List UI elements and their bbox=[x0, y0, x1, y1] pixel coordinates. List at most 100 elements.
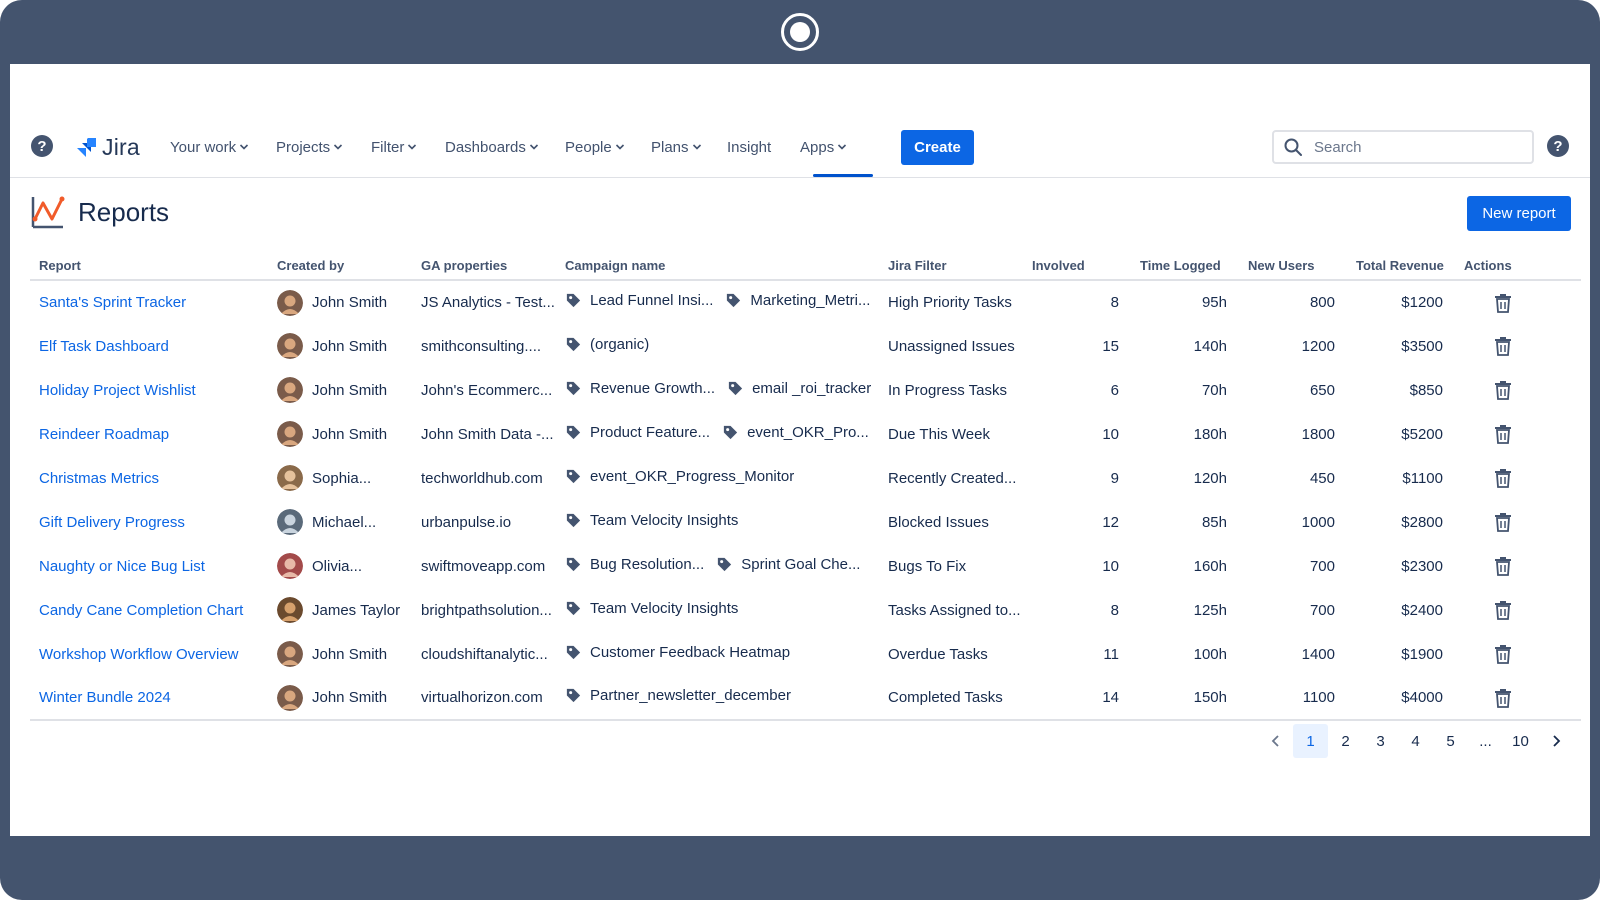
nav-item-5[interactable]: Plans bbox=[651, 136, 702, 158]
chevron-down-icon bbox=[240, 144, 249, 150]
nav-item-6[interactable]: Insight bbox=[727, 136, 771, 158]
report-link[interactable]: Workshop Workflow Overview bbox=[39, 645, 239, 663]
report-link[interactable]: Reindeer Roadmap bbox=[39, 425, 170, 443]
table-row[interactable]: Candy Cane Completion Chart James Taylor b… bbox=[30, 588, 1581, 632]
nav-item-1[interactable]: Projects bbox=[276, 136, 343, 158]
new-users-cell: 1400 bbox=[1301, 645, 1335, 663]
ga-property-cell: virtualhorizon.com bbox=[412, 676, 556, 721]
new-users-cell: 700 bbox=[1309, 557, 1335, 575]
header-involved[interactable]: Involved bbox=[1023, 256, 1131, 281]
trash-icon bbox=[1495, 381, 1511, 400]
report-link[interactable]: Elf Task Dashboard bbox=[39, 337, 169, 355]
total-revenue-cell: $5200 bbox=[1401, 425, 1443, 443]
campaign-tag[interactable]: Product Feature... bbox=[565, 424, 710, 441]
page-number-button[interactable]: 3 bbox=[1376, 732, 1385, 750]
header-created-by[interactable]: Created by bbox=[268, 256, 412, 281]
page-number-button[interactable]: 10 bbox=[1512, 732, 1529, 750]
creator-cell: James Taylor bbox=[268, 588, 412, 632]
delete-report-button[interactable] bbox=[1464, 556, 1581, 576]
time-logged-cell: 100h bbox=[1193, 645, 1227, 663]
delete-report-button[interactable] bbox=[1464, 424, 1581, 444]
header-campaign-name[interactable]: Campaign name bbox=[556, 256, 879, 281]
table-row[interactable]: Naughty or Nice Bug List Olivia... swiftmo… bbox=[30, 544, 1581, 588]
campaign-tag[interactable]: event_OKR_Pro... bbox=[722, 424, 869, 441]
new-report-button[interactable]: New report bbox=[1467, 196, 1571, 231]
previous-page-button[interactable] bbox=[1258, 724, 1293, 758]
nav-item-label: People bbox=[565, 138, 612, 156]
new-users-cell: 1100 bbox=[1239, 676, 1347, 721]
report-link[interactable]: Winter Bundle 2024 bbox=[39, 689, 171, 706]
campaign-tag[interactable]: Revenue Growth... bbox=[565, 380, 715, 397]
avatar bbox=[277, 597, 303, 623]
delete-report-button[interactable] bbox=[1464, 644, 1581, 664]
report-link[interactable]: Candy Cane Completion Chart bbox=[39, 601, 244, 619]
total-revenue-cell: $2800 bbox=[1401, 513, 1443, 531]
campaign-tag[interactable]: email _roi_tracker bbox=[727, 380, 871, 397]
delete-report-button[interactable] bbox=[1464, 336, 1581, 356]
report-link[interactable]: Christmas Metrics bbox=[39, 469, 160, 487]
header-report[interactable]: Report bbox=[30, 256, 268, 281]
nav-item-0[interactable]: Your work bbox=[170, 136, 249, 158]
campaign-name: Lead Funnel Insi... bbox=[590, 292, 714, 309]
report-link[interactable]: Santa's Sprint Tracker bbox=[39, 294, 187, 311]
page-number-button[interactable]: 2 bbox=[1341, 732, 1350, 750]
creator-cell: John Smith bbox=[268, 412, 412, 456]
header-total-revenue[interactable]: Total Revenue bbox=[1347, 256, 1455, 281]
table-row[interactable]: Christmas Metrics Sophia... techworldhub.c… bbox=[30, 456, 1581, 500]
jira-logo[interactable]: Jira bbox=[76, 134, 140, 160]
table-row[interactable]: Workshop Workflow Overview John Smith clou… bbox=[30, 632, 1581, 676]
help-icon[interactable]: ? bbox=[1546, 134, 1570, 158]
campaign-name: event_OKR_Progress_Monitor bbox=[590, 467, 795, 485]
delete-report-button[interactable] bbox=[1464, 468, 1581, 488]
campaign-tag[interactable]: Customer Feedback Heatmap bbox=[565, 644, 790, 661]
search-input[interactable] bbox=[1314, 138, 1514, 156]
tag-icon bbox=[566, 337, 581, 351]
page-number-button[interactable]: 1 bbox=[1293, 724, 1328, 758]
nav-item-3[interactable]: Dashboards bbox=[445, 136, 539, 158]
create-button[interactable]: Create bbox=[901, 130, 974, 165]
table-row[interactable]: Elf Task Dashboard John Smith smithconsult… bbox=[30, 324, 1581, 368]
campaign-tag[interactable]: Partner_newsletter_december bbox=[565, 687, 791, 704]
help-icon[interactable]: ? bbox=[30, 134, 54, 158]
nav-item-4[interactable]: People bbox=[565, 136, 625, 158]
nav-item-label: Insight bbox=[727, 138, 772, 156]
delete-report-button[interactable] bbox=[1464, 293, 1581, 313]
table-row[interactable]: Santa's Sprint Tracker John Smith JS Analy… bbox=[30, 280, 1581, 324]
campaign-tag[interactable]: (organic) bbox=[565, 336, 649, 353]
delete-report-button[interactable] bbox=[1464, 688, 1581, 708]
actions-cell bbox=[1455, 588, 1581, 632]
creator-cell: John Smith bbox=[268, 368, 412, 412]
campaign-tag[interactable]: Lead Funnel Insi... bbox=[565, 292, 713, 309]
new-users-cell: 450 bbox=[1309, 469, 1335, 487]
campaign-tag[interactable]: event_OKR_Progress_Monitor bbox=[565, 468, 794, 485]
header-new-users[interactable]: New Users bbox=[1239, 256, 1347, 281]
report-link[interactable]: Holiday Project Wishlist bbox=[39, 381, 196, 399]
header-ga-properties[interactable]: GA properties bbox=[412, 256, 556, 281]
report-link[interactable]: Naughty or Nice Bug List bbox=[39, 557, 205, 575]
campaign-tag[interactable]: Team Velocity Insights bbox=[565, 600, 738, 617]
delete-report-button[interactable] bbox=[1464, 512, 1581, 532]
report-link[interactable]: Gift Delivery Progress bbox=[39, 513, 185, 531]
total-revenue-cell: $2300 bbox=[1401, 557, 1443, 575]
page-number-button[interactable]: 5 bbox=[1446, 732, 1455, 750]
trash-icon bbox=[1495, 688, 1511, 708]
campaign-tag[interactable]: Sprint Goal Che... bbox=[716, 556, 860, 573]
nav-item-label: Dashboards bbox=[445, 138, 526, 156]
nav-item-2[interactable]: Filter bbox=[371, 136, 417, 158]
table-row[interactable]: Reindeer Roadmap John Smith John Smith Dat… bbox=[30, 412, 1581, 456]
header-jira-filter[interactable]: Jira Filter bbox=[879, 256, 1023, 281]
header-time-logged[interactable]: Time Logged bbox=[1131, 256, 1239, 281]
table-row[interactable]: Winter Bundle 2024 John Smith virtualhoriz… bbox=[30, 676, 1581, 721]
delete-report-button[interactable] bbox=[1464, 600, 1581, 620]
campaign-tag[interactable]: Bug Resolution... bbox=[565, 556, 704, 573]
campaign-tag[interactable]: Marketing_Metri... bbox=[725, 292, 870, 309]
campaign-tag[interactable]: Team Velocity Insights bbox=[565, 512, 738, 529]
delete-report-button[interactable] bbox=[1464, 380, 1581, 400]
search-box[interactable] bbox=[1272, 130, 1534, 164]
nav-item-7[interactable]: Apps bbox=[800, 136, 847, 158]
next-page-button[interactable] bbox=[1538, 724, 1573, 758]
table-row[interactable]: Holiday Project Wishlist John Smith John's… bbox=[30, 368, 1581, 412]
table-row[interactable]: Gift Delivery Progress Michael... urbanpul… bbox=[30, 500, 1581, 544]
page-number-button[interactable]: 4 bbox=[1411, 732, 1420, 750]
jira-filter-cell: Unassigned Issues bbox=[888, 337, 1015, 355]
